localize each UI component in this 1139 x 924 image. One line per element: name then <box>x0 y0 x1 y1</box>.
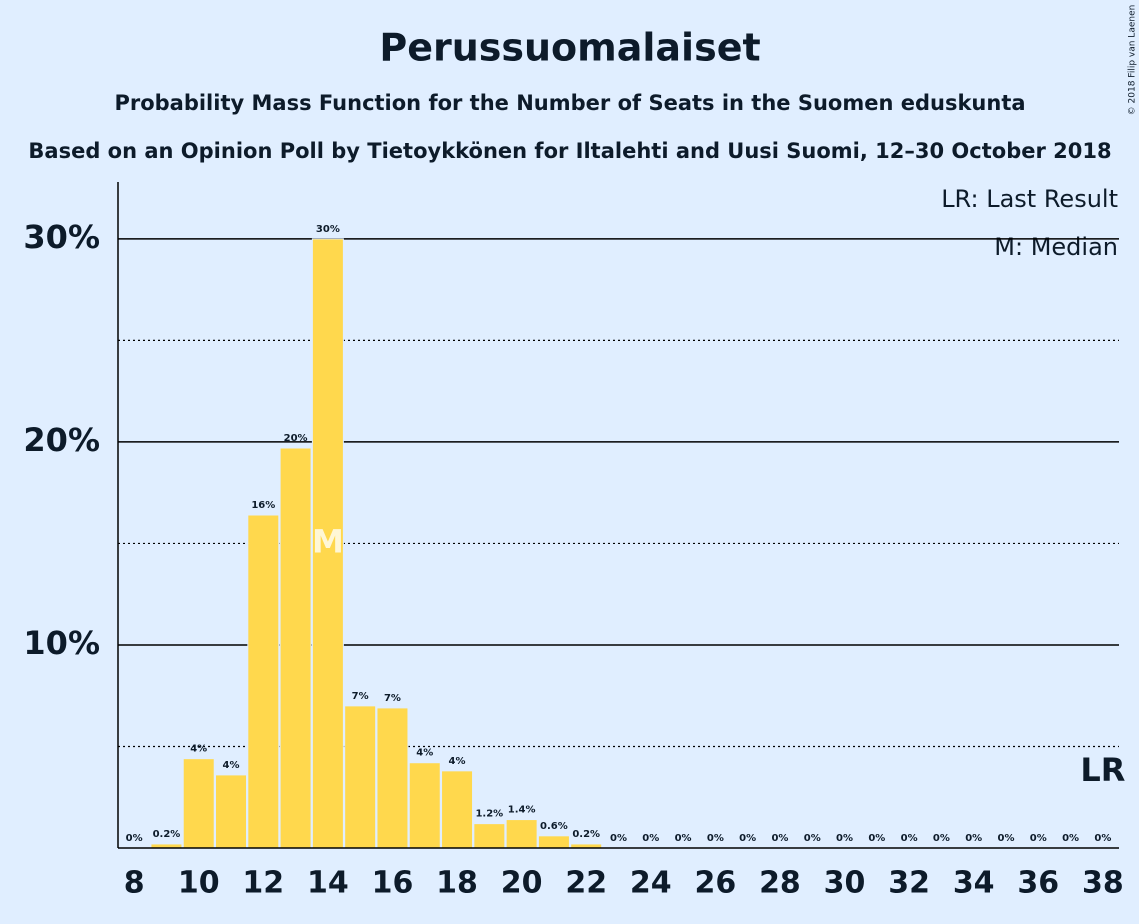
bar <box>376 707 409 849</box>
value-label: 20% <box>284 433 308 444</box>
copyright: © 2018 Filip van Laenen <box>1128 5 1138 116</box>
value-label: 0% <box>642 833 659 844</box>
value-label: 0.2% <box>153 829 181 840</box>
subtitle: Probability Mass Function for the Number… <box>114 91 1025 115</box>
y-tick-label: 10% <box>23 624 100 662</box>
x-tick-label: 38 <box>1082 866 1124 901</box>
x-tick-label: 34 <box>953 866 995 901</box>
value-label: 0% <box>1094 833 1111 844</box>
value-label: 0% <box>610 833 627 844</box>
chart-title: Perussuomalaiset <box>379 26 760 70</box>
y-tick-label: 30% <box>23 218 100 256</box>
value-label: 0% <box>1030 833 1047 844</box>
median-marker: M <box>312 522 344 560</box>
value-label: 0% <box>126 833 143 844</box>
bar <box>344 705 377 849</box>
bar <box>505 819 538 849</box>
x-tick-label: 16 <box>372 866 414 901</box>
x-tick-label: 8 <box>124 866 145 901</box>
bar <box>279 447 312 849</box>
bar <box>247 514 280 849</box>
value-label: 0.6% <box>540 821 568 832</box>
value-label: 1.2% <box>475 809 503 820</box>
bar <box>441 770 474 849</box>
x-tick-label: 12 <box>242 866 284 901</box>
x-tick-label: 26 <box>694 866 736 901</box>
bar <box>473 823 506 849</box>
x-tick-label: 32 <box>888 866 930 901</box>
bar <box>182 758 215 849</box>
y-tick-label: 20% <box>23 421 100 459</box>
value-label: 0% <box>739 833 756 844</box>
x-tick-label: 22 <box>565 866 607 901</box>
value-label: 4% <box>449 756 466 767</box>
value-label: 0% <box>771 833 788 844</box>
value-label: 0% <box>997 833 1014 844</box>
bar <box>215 774 248 849</box>
x-tick-label: 14 <box>307 866 349 901</box>
value-label: 0.2% <box>572 829 600 840</box>
x-tick-label: 10 <box>178 866 220 901</box>
subtitle: Based on an Opinion Poll by Tietoykkönen… <box>28 139 1111 163</box>
value-label: 16% <box>251 500 275 511</box>
value-label: 0% <box>868 833 885 844</box>
legend-entry: LR: Last Result <box>941 185 1118 213</box>
value-label: 4% <box>223 760 240 771</box>
value-label: 30% <box>316 224 340 235</box>
legend-entry: M: Median <box>994 233 1118 261</box>
value-label: 1.4% <box>508 805 536 816</box>
x-tick-label: 24 <box>630 866 672 901</box>
last-result-marker: LR <box>1080 751 1125 789</box>
bar <box>408 762 441 849</box>
value-label: 0% <box>1062 833 1079 844</box>
value-label: 0% <box>965 833 982 844</box>
value-label: 7% <box>384 693 401 704</box>
value-label: 0% <box>804 833 821 844</box>
value-label: 4% <box>190 744 207 755</box>
value-label: 0% <box>933 833 950 844</box>
value-label: 4% <box>416 748 433 759</box>
value-label: 0% <box>836 833 853 844</box>
bar <box>537 835 570 849</box>
x-tick-label: 20 <box>501 866 543 901</box>
value-label: 0% <box>707 833 724 844</box>
value-label: 7% <box>352 691 369 702</box>
x-tick-label: 28 <box>759 866 801 901</box>
x-tick-label: 36 <box>1017 866 1059 901</box>
value-label: 0% <box>675 833 692 844</box>
x-tick-label: 30 <box>824 866 866 901</box>
x-tick-label: 18 <box>436 866 478 901</box>
value-label: 0% <box>901 833 918 844</box>
